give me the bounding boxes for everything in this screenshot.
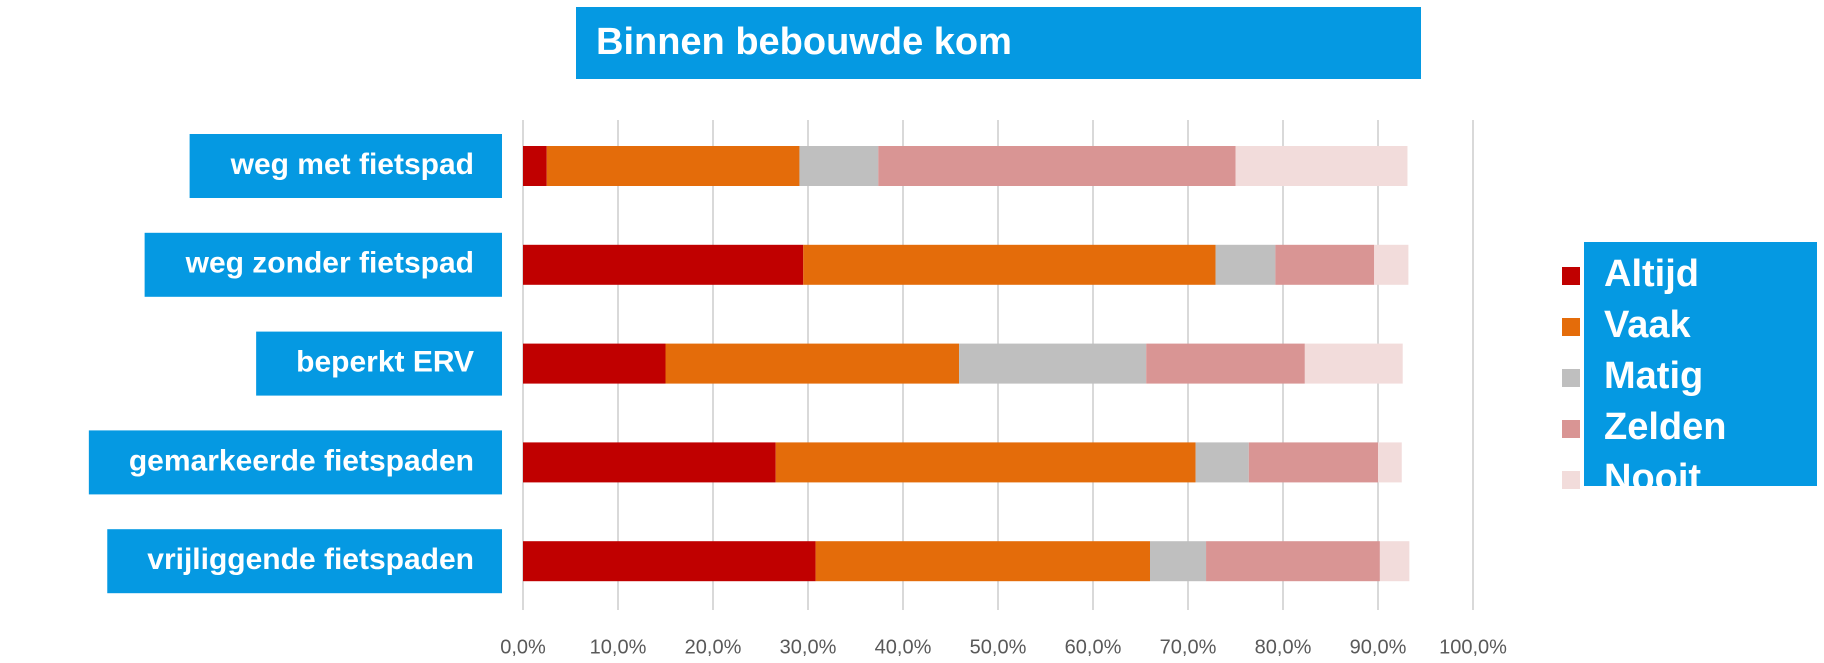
x-tick-label: 80,0% [1255,636,1312,658]
legend-box [1584,242,1817,486]
bar-segment [799,146,879,186]
chart-title: Binnen bebouwde kom [596,21,1012,63]
legend-label: Matig [1604,355,1703,397]
legend-label: Altijd [1604,253,1699,295]
x-tick-label: 50,0% [970,636,1027,658]
bar-segment [665,343,960,384]
x-tick-label: 10,0% [590,636,647,658]
x-tick-label: 90,0% [1350,636,1407,658]
x-tick-label: 30,0% [780,636,837,658]
bar-segment [1374,244,1409,285]
bar-segment [1146,343,1305,384]
x-tick-label: 70,0% [1160,636,1217,658]
category-box [88,430,502,495]
bar-segment [546,146,800,186]
bar-segment [1206,541,1380,582]
bar-segment [878,146,1236,186]
bar-segment [1248,442,1378,483]
x-tick-label: 20,0% [685,636,742,658]
x-tick-label: 100,0% [1439,636,1507,658]
legend-label: Vaak [1604,304,1692,346]
y-tick-label: gemarkeerde fietspaden [129,444,474,477]
bar-segment [523,442,776,483]
bar-segment [1378,442,1402,483]
bar-segment [815,541,1150,582]
y-tick-label: weg zonder fietspad [185,247,474,280]
x-tick-label: 0,0% [500,636,546,658]
category-box [256,331,502,396]
y-tick-label: vrijliggende fietspaden [147,543,474,576]
legend-swatch [1562,369,1580,387]
legend-swatch [1562,420,1580,438]
bar-segment [803,244,1216,285]
bar-segment [1235,146,1408,186]
legend-label: Nooit [1604,457,1701,499]
bar-segment [1215,244,1276,285]
x-tick-label: 40,0% [875,636,932,658]
x-tick-label: 60,0% [1065,636,1122,658]
bar-segment [1195,442,1249,483]
bar-segment [959,343,1147,384]
bar-segment [523,541,816,582]
bar-segment [775,442,1196,483]
legend-swatch [1562,471,1580,489]
bar-segment [523,146,547,186]
bar-segment [1379,541,1410,582]
legend-label: Zelden [1604,406,1726,448]
bar-segment [523,343,666,384]
category-box [189,134,502,198]
legend-swatch [1562,267,1580,285]
category-box [107,529,502,594]
category-box [144,232,502,297]
title-box [576,7,1421,79]
bar-segment [1150,541,1207,582]
bar-segment [1304,343,1403,384]
y-tick-label: weg met fietspad [230,148,474,181]
legend-swatch [1562,318,1580,336]
bar-segment [523,244,804,285]
bar-segment [1275,244,1375,285]
y-tick-label: beperkt ERV [296,346,474,379]
